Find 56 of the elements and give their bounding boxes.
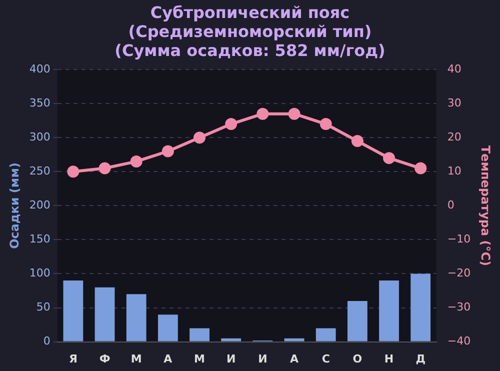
y-tick-label: 350: [29, 96, 50, 110]
y-tick-label: 300: [29, 130, 50, 144]
point: [256, 108, 269, 120]
x-tick-label: М: [194, 352, 205, 366]
y-tick-label: 400: [29, 62, 50, 76]
point: [414, 162, 427, 174]
point: [288, 108, 300, 120]
x-tick-label: Я: [68, 352, 78, 366]
point: [162, 145, 174, 158]
y2-tick-label: −40: [447, 334, 471, 348]
y2-axis-title: Температура (°C): [478, 145, 493, 266]
x-tick-label: А: [290, 352, 300, 366]
y2-tick-label: 0: [447, 198, 454, 212]
y2-tick-label: −30: [447, 300, 471, 314]
x-tick-label: И: [258, 352, 268, 366]
point: [383, 152, 396, 164]
bar: [347, 300, 368, 342]
y2-tick-label: 40: [447, 62, 462, 76]
bar: [126, 294, 146, 342]
x-tick-label: А: [164, 352, 173, 366]
point: [130, 155, 142, 168]
point: [225, 118, 238, 130]
x-tick-label: И: [226, 352, 236, 366]
bar: [158, 314, 178, 342]
point: [67, 166, 80, 178]
point: [351, 135, 364, 148]
bar: [94, 287, 115, 342]
y2-tick-label: −20: [447, 266, 471, 280]
bar: [221, 338, 242, 342]
y2-tick-label: 20: [447, 130, 462, 144]
y-tick-label: 250: [29, 164, 50, 178]
y2-tick-label: 10: [447, 164, 462, 178]
y-tick-label: 200: [29, 198, 50, 212]
x-tick-label: Ф: [99, 352, 110, 366]
bar: [63, 280, 84, 342]
x-tick-label: Н: [384, 352, 394, 366]
y-tick-label: 0: [43, 334, 50, 348]
point: [320, 118, 332, 130]
bar: [316, 328, 336, 342]
x-tick-label: С: [322, 352, 330, 366]
point: [194, 132, 206, 144]
y-axis-title: Осадки (мм): [7, 162, 22, 249]
bar: [190, 328, 210, 342]
x-tick-label: Д: [416, 352, 426, 366]
bar: [410, 274, 431, 342]
y-tick-label: 100: [29, 266, 50, 280]
y2-tick-label: 30: [447, 96, 462, 110]
y-tick-label: 150: [29, 232, 50, 246]
x-tick-label: О: [352, 352, 362, 366]
y-tick-label: 50: [36, 300, 50, 314]
y2-tick-label: −10: [447, 232, 471, 246]
point: [98, 162, 111, 174]
bar: [379, 280, 399, 342]
chart-title: Субтропический пояс (Средиземноморский тип) (Сумма осадков: 582 мм/год): [114, 2, 386, 60]
x-tick-label: М: [130, 352, 142, 366]
bar: [284, 338, 304, 342]
